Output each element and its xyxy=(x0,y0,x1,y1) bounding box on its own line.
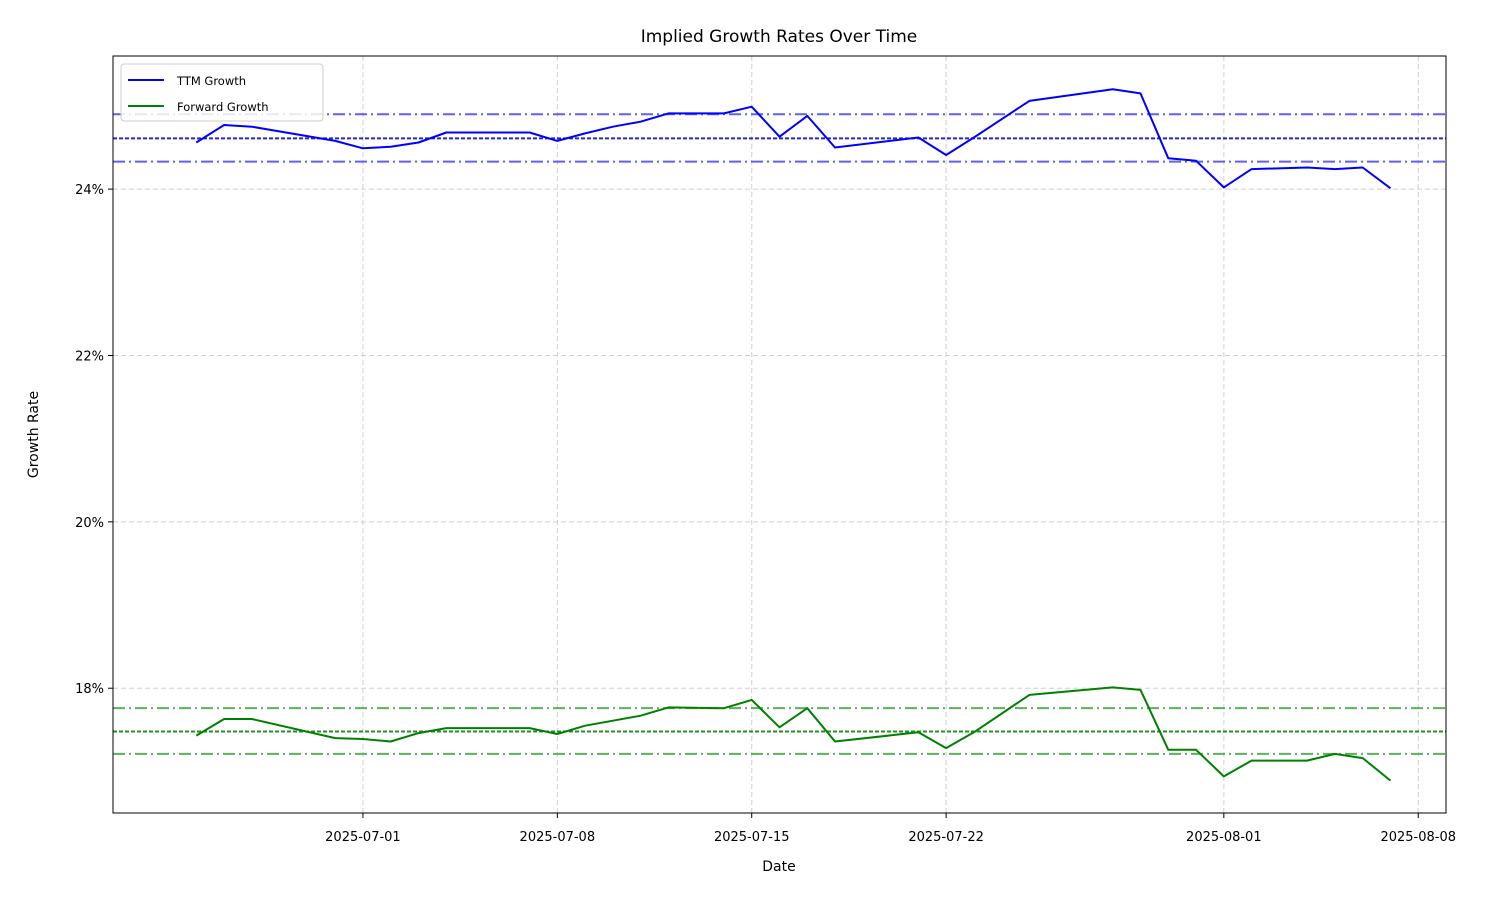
legend: TTM Growth Forward Growth xyxy=(120,63,324,122)
series-lines xyxy=(195,88,1392,782)
y-axis: 18% 20% 22% 24% xyxy=(75,183,113,697)
x-tick-label: 2025-07-08 xyxy=(520,830,596,845)
x-tick-label: 2025-08-08 xyxy=(1380,830,1456,845)
chart-title: Implied Growth Rates Over Time xyxy=(641,27,918,47)
legend-label: TTM Growth xyxy=(176,74,246,88)
y-tick-label: 24% xyxy=(75,183,104,198)
x-tick-label: 2025-07-22 xyxy=(908,830,984,845)
x-axis-label: Date xyxy=(762,859,795,875)
y-tick-label: 22% xyxy=(75,349,104,364)
series-line xyxy=(195,686,1392,782)
x-tick-label: 2025-07-15 xyxy=(714,830,790,845)
legend-box xyxy=(120,63,324,122)
series-line xyxy=(195,88,1392,190)
grid xyxy=(113,56,1446,813)
y-tick-label: 18% xyxy=(75,682,104,697)
x-axis: 2025-07-01 2025-07-08 2025-07-15 2025-07-22… xyxy=(325,813,1456,845)
x-tick-label: 2025-07-01 xyxy=(325,830,401,845)
legend-label: Forward Growth xyxy=(177,100,269,114)
reference-lines xyxy=(113,113,1446,755)
y-tick-label: 20% xyxy=(75,516,104,531)
x-tick-label: 2025-08-01 xyxy=(1186,830,1262,845)
plot-frame xyxy=(112,55,1447,814)
y-axis-label: Growth Rate xyxy=(26,391,42,478)
